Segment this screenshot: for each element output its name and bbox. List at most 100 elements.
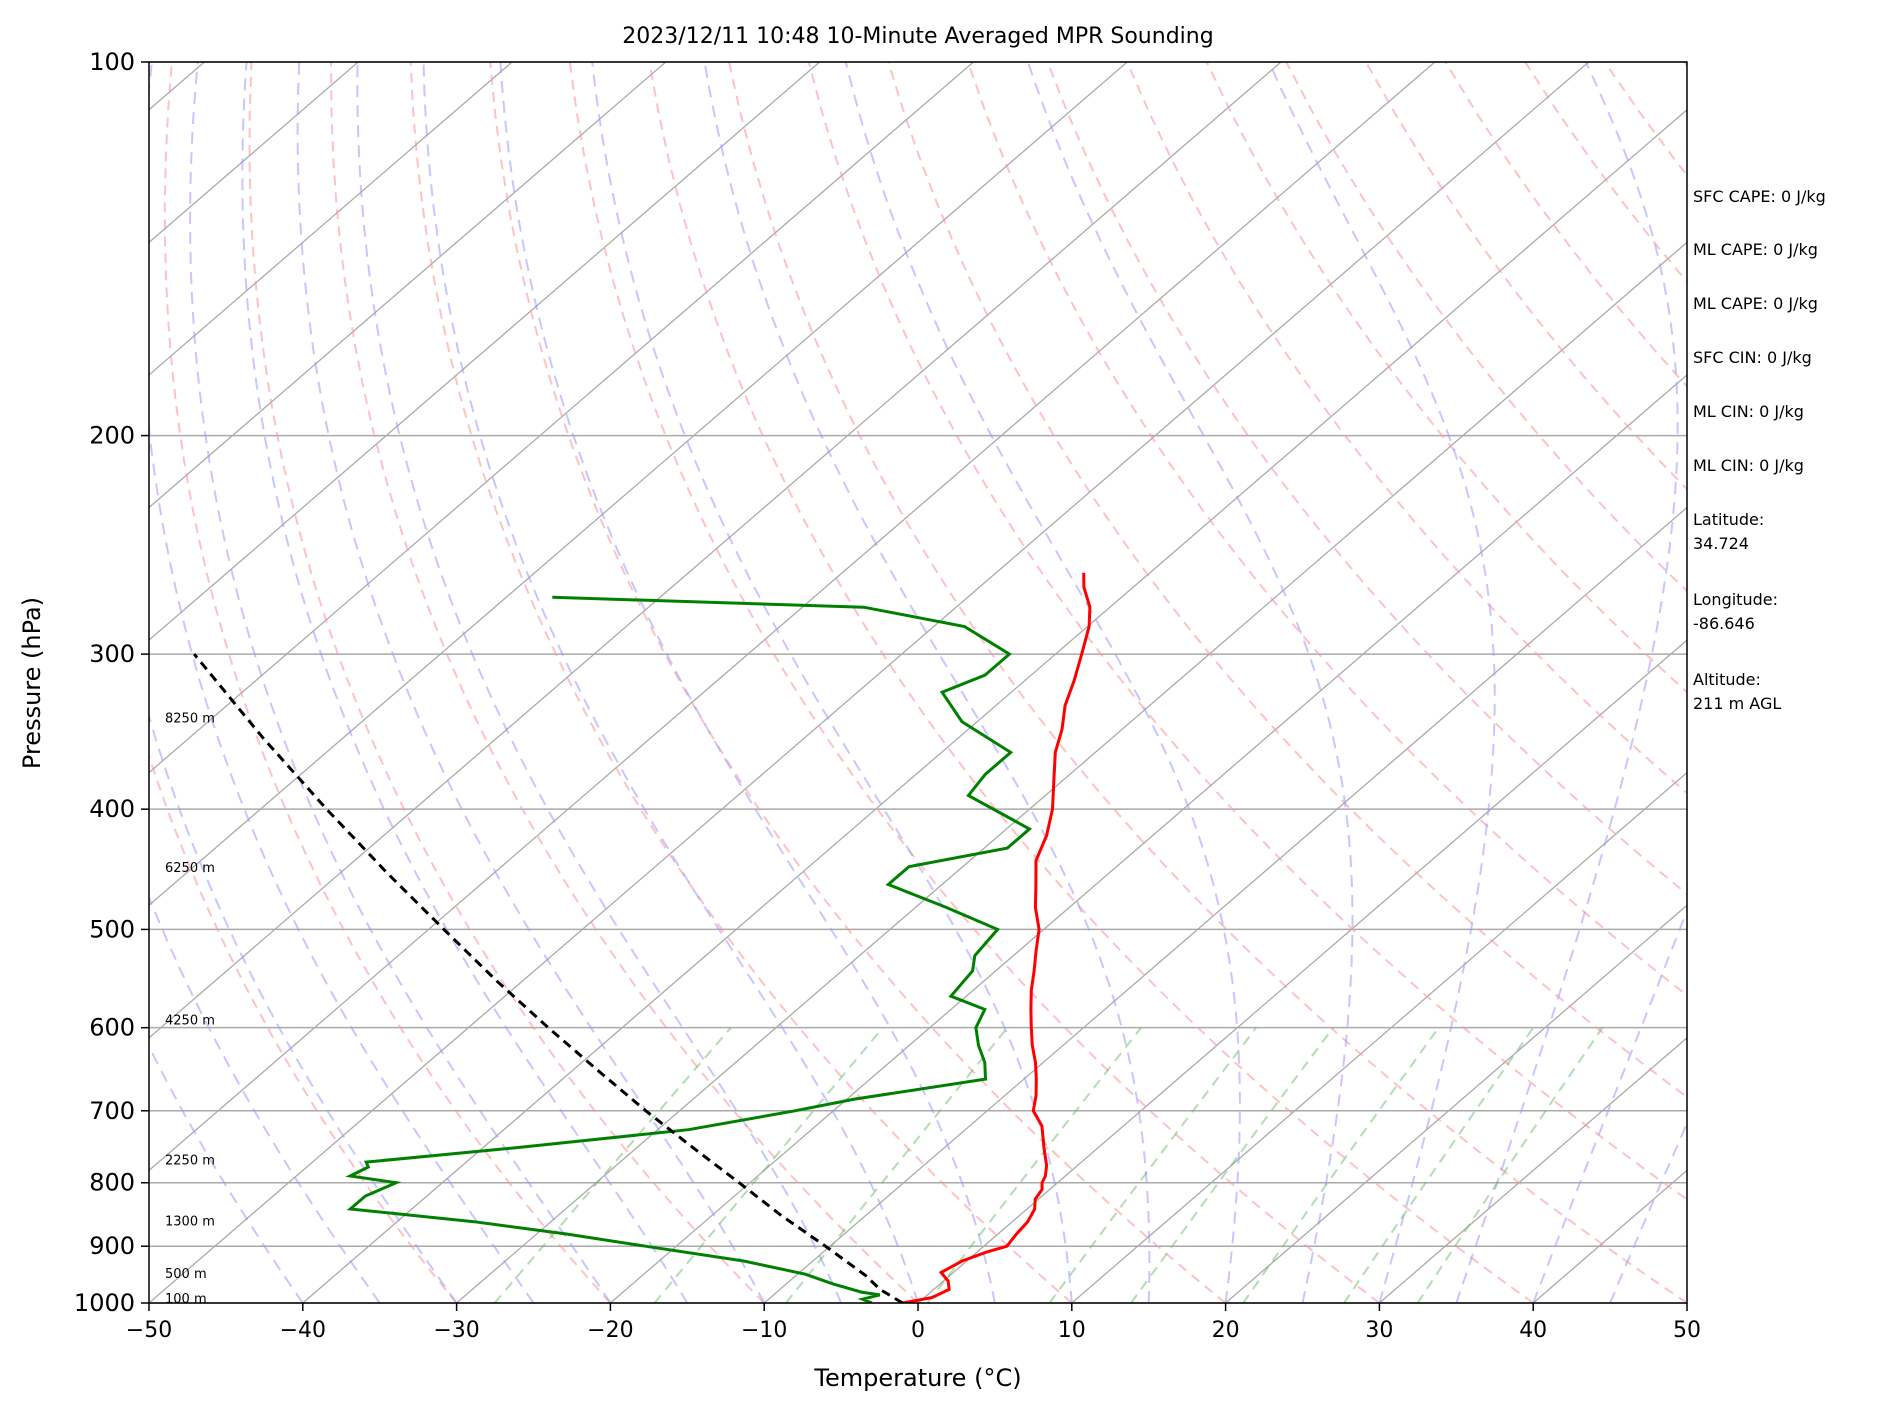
pressure-grid bbox=[149, 61, 1687, 1304]
dry-adiabat-line bbox=[163, 62, 612, 1303]
chart-title: 2023/12/11 10:48 10-Minute Averaged MPR … bbox=[622, 24, 1213, 49]
y-tick-label: 200 bbox=[89, 422, 135, 450]
y-tick-label: 100 bbox=[89, 48, 135, 76]
temperature-profile-line bbox=[902, 572, 1092, 1303]
dry-adiabat-line bbox=[807, 62, 1687, 1201]
y-tick-label: 500 bbox=[89, 915, 135, 943]
moist-adiabat-line bbox=[1532, 907, 1687, 1303]
isotherm-line bbox=[149, 62, 667, 509]
moist-adiabat-line bbox=[149, 1044, 304, 1303]
dry-adiabat-line bbox=[330, 62, 919, 1303]
moist-adiabat-line bbox=[1455, 62, 1679, 1303]
dewpoint-profile-line bbox=[345, 595, 1033, 1303]
sounding-series bbox=[193, 572, 1092, 1303]
altitude-value: 211 m AGL bbox=[1693, 694, 1782, 713]
isotherm-line bbox=[149, 62, 974, 774]
y-tick-label: 800 bbox=[89, 1169, 135, 1197]
dry-adiabat-line bbox=[887, 62, 1687, 1099]
y-tick-label: 1000 bbox=[74, 1289, 135, 1317]
isotherm-line bbox=[1225, 904, 1687, 1303]
isotherm-line bbox=[149, 62, 359, 244]
isotherm-line bbox=[149, 62, 1128, 907]
dry-adiabat-line bbox=[1285, 62, 1687, 593]
moist-adiabat-line bbox=[1026, 62, 1354, 1303]
moist-adiabat-line bbox=[296, 62, 766, 1303]
moist-adiabat-line bbox=[1268, 62, 1496, 1303]
reference-lines bbox=[149, 62, 1893, 1303]
x-tick-label: 50 bbox=[1673, 1318, 1701, 1343]
dry-adiabat-line bbox=[489, 62, 1227, 1303]
dry-adiabat-line bbox=[1444, 62, 1687, 388]
dry-adiabat-line bbox=[568, 62, 1381, 1303]
dry-adiabat-line bbox=[966, 62, 1687, 997]
moist-adiabat-line bbox=[703, 62, 1151, 1303]
stat-ml-cape: ML CAPE: 0 J/kg bbox=[1693, 240, 1818, 259]
latitude-label: Latitude: bbox=[1693, 510, 1765, 529]
stat-ml-cin: ML CIN: 0 J/kg bbox=[1693, 456, 1804, 475]
height-label: 6250 m bbox=[165, 861, 215, 876]
dry-adiabat-line bbox=[409, 62, 1073, 1303]
isotherm-line bbox=[456, 241, 1687, 1303]
x-axis-label: Temperature (°C) bbox=[813, 1364, 1021, 1392]
mixing-ratio-line bbox=[785, 1027, 1009, 1303]
dry-adiabat-line bbox=[1046, 62, 1687, 896]
isotherm-line bbox=[763, 506, 1687, 1303]
height-label: 4250 m bbox=[165, 1013, 215, 1028]
moist-adiabat-line bbox=[149, 62, 535, 1303]
x-tick-label: 20 bbox=[1212, 1318, 1240, 1343]
mixing-ratio-line bbox=[1130, 1027, 1334, 1303]
stat-ml-cape: ML CAPE: 0 J/kg bbox=[1693, 294, 1818, 313]
dry-adiabat-line bbox=[1844, 62, 1893, 1303]
x-tick-label: 0 bbox=[911, 1318, 925, 1343]
stat-sfc-cin: SFC CIN: 0 J/kg bbox=[1693, 348, 1812, 367]
y-tick-label: 700 bbox=[89, 1097, 135, 1125]
isotherm-line bbox=[149, 62, 1590, 1303]
height-labels: 100 m 500 m 1300 m 2250 m 4250 m 6250 m 8250 m bbox=[165, 711, 215, 1307]
height-label: 8250 m bbox=[165, 711, 215, 726]
moist-adiabat-line bbox=[241, 62, 689, 1303]
x-tick-label: −30 bbox=[433, 1318, 479, 1343]
parcel-profile-line bbox=[193, 653, 904, 1303]
isotherm-line bbox=[1378, 1036, 1687, 1303]
longitude-label: Longitude: bbox=[1693, 590, 1778, 609]
moist-adiabat-line bbox=[189, 62, 612, 1303]
x-tick-label: −10 bbox=[741, 1318, 787, 1343]
x-tick-label: 30 bbox=[1365, 1318, 1393, 1343]
dry-adiabat-line bbox=[149, 752, 458, 1303]
longitude-value: -86.646 bbox=[1693, 614, 1755, 633]
mixing-ratio-line bbox=[493, 1027, 732, 1303]
x-tick-label: −40 bbox=[280, 1318, 326, 1343]
x-tick-label: 40 bbox=[1519, 1318, 1547, 1343]
y-axis-label: Pressure (hPa) bbox=[18, 597, 46, 769]
mixing-ratio-line bbox=[926, 1027, 1142, 1303]
dry-adiabat-line bbox=[648, 62, 1534, 1303]
isotherm-line bbox=[149, 62, 1282, 1039]
plot-frame bbox=[148, 61, 1688, 1304]
height-label: 1300 m bbox=[165, 1215, 215, 1230]
moist-adiabat-line bbox=[149, 713, 458, 1303]
y-tick-label: 400 bbox=[89, 795, 135, 823]
mixing-ratio-line bbox=[1343, 1027, 1535, 1303]
isotherm-line bbox=[149, 62, 821, 641]
x-axis-ticks: −50 −40 −30 −20 −10 0 10 20 30 40 50 bbox=[126, 1303, 1701, 1343]
height-label: 2250 m bbox=[165, 1154, 215, 1169]
stat-sfc-cape: SFC CAPE: 0 J/kg bbox=[1693, 187, 1826, 206]
dry-adiabat-line bbox=[1126, 62, 1687, 795]
mixing-ratio-line bbox=[1416, 1027, 1604, 1303]
moist-adiabat-line bbox=[499, 62, 996, 1303]
moist-adiabat-line bbox=[591, 62, 1073, 1303]
isotherm-line bbox=[609, 374, 1687, 1303]
dry-adiabat-line bbox=[728, 62, 1687, 1303]
altitude-label: Altitude: bbox=[1693, 670, 1761, 689]
mixing-ratio-line bbox=[1048, 1027, 1257, 1303]
x-tick-label: −50 bbox=[126, 1318, 172, 1343]
x-tick-label: −20 bbox=[587, 1318, 633, 1343]
y-tick-label: 600 bbox=[89, 1014, 135, 1042]
latitude-value: 34.724 bbox=[1693, 534, 1749, 553]
isotherm-line bbox=[149, 62, 513, 376]
stat-ml-cin: ML CIN: 0 J/kg bbox=[1693, 402, 1804, 421]
isotherm-line bbox=[302, 108, 1687, 1303]
moist-adiabat-line bbox=[844, 62, 1241, 1303]
isotherm-line bbox=[1071, 771, 1687, 1303]
